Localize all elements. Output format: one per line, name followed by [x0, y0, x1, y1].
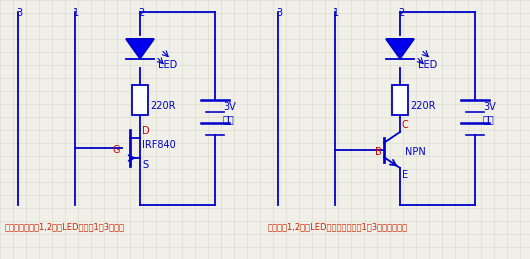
Bar: [392, 85, 408, 115]
Text: 电源: 电源: [483, 114, 494, 124]
Text: 用手触摸1,2之间LED灯会亮吗，触摸1和3之间会亮吗？: 用手触摸1,2之间LED灯会亮吗，触摸1和3之间会亮吗？: [268, 222, 408, 231]
Text: 说明：用手触摸1,2之间LED灯亮，1和3之间灭: 说明：用手触摸1,2之间LED灯亮，1和3之间灭: [5, 222, 125, 231]
Text: C: C: [402, 120, 409, 130]
Bar: [132, 85, 148, 115]
Text: D: D: [142, 126, 149, 136]
Polygon shape: [126, 39, 154, 59]
Text: NPN: NPN: [405, 147, 426, 157]
Text: 220R: 220R: [410, 101, 436, 111]
Text: 电源: 电源: [223, 114, 235, 124]
Text: G: G: [112, 145, 120, 155]
Text: 1: 1: [333, 8, 339, 18]
Text: 2: 2: [138, 8, 144, 18]
Polygon shape: [386, 39, 414, 59]
Text: 1: 1: [73, 8, 79, 18]
Text: 3: 3: [16, 8, 22, 18]
Text: S: S: [142, 160, 148, 170]
Text: LED: LED: [418, 60, 437, 70]
Text: LED: LED: [158, 60, 177, 70]
Text: E: E: [402, 170, 408, 180]
Text: IRF840: IRF840: [142, 140, 176, 150]
Text: 3V: 3V: [223, 102, 236, 112]
Text: 3V: 3V: [483, 102, 496, 112]
Text: 3: 3: [276, 8, 282, 18]
Text: 2: 2: [398, 8, 404, 18]
Text: B: B: [375, 147, 382, 157]
Text: 220R: 220R: [150, 101, 175, 111]
